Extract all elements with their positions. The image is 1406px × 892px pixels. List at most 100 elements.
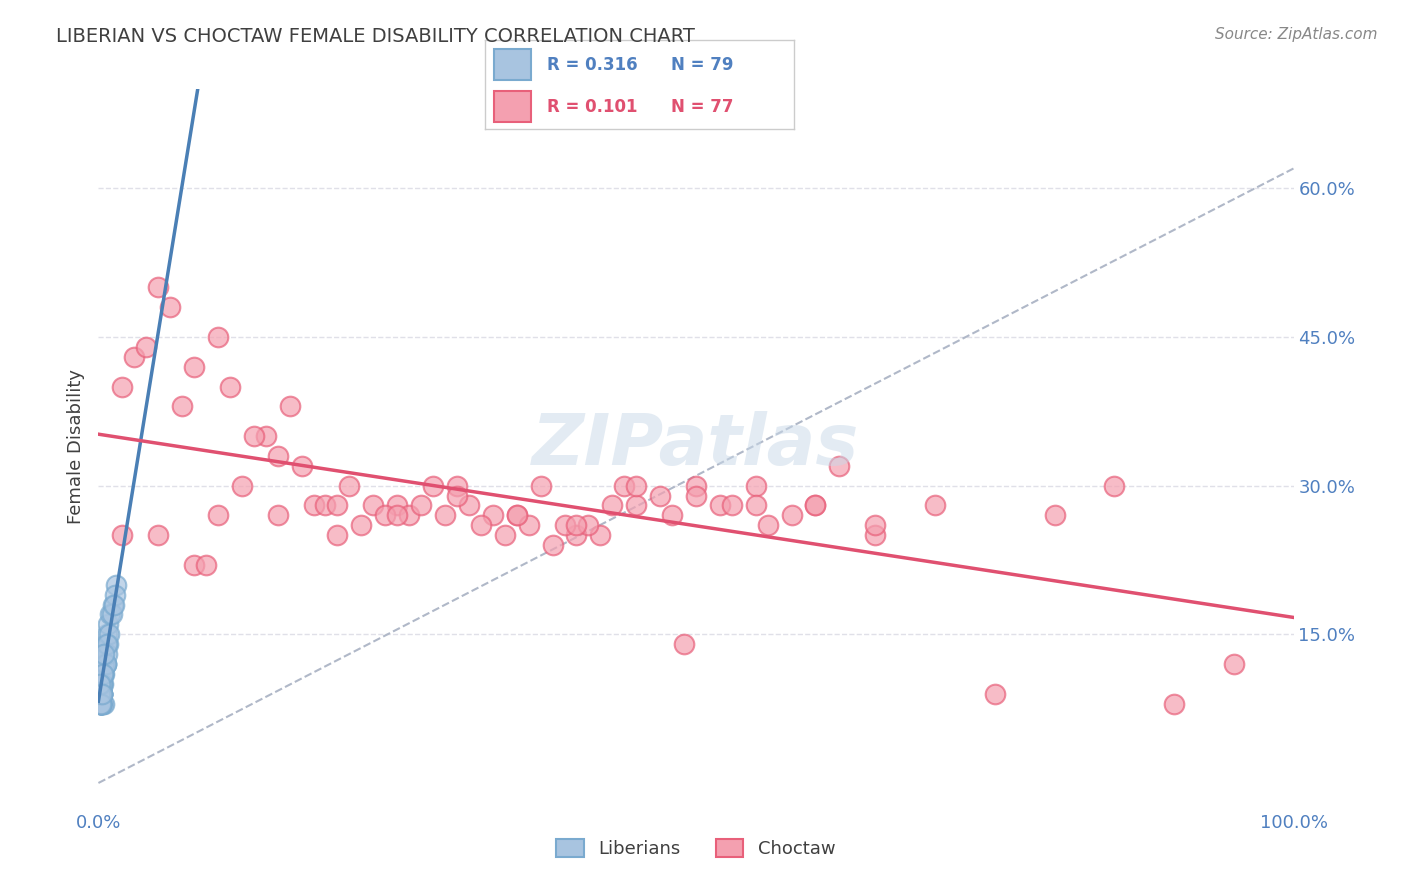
Point	[94, 657, 117, 671]
Point	[578, 518, 600, 533]
Point	[865, 518, 887, 533]
Point	[530, 478, 553, 492]
Point	[90, 697, 112, 711]
Point	[98, 627, 121, 641]
Point	[89, 677, 111, 691]
Point	[411, 499, 433, 513]
Point	[302, 499, 325, 513]
Point	[924, 499, 946, 513]
Point	[385, 508, 409, 523]
Point	[613, 478, 636, 492]
Point	[374, 508, 396, 523]
Point	[90, 697, 112, 711]
Point	[98, 607, 122, 622]
Point	[828, 458, 851, 473]
Point	[89, 677, 111, 691]
Point	[89, 677, 111, 691]
Point	[89, 687, 111, 701]
Point	[91, 667, 114, 681]
Point	[91, 677, 114, 691]
Point	[91, 687, 114, 701]
Point	[90, 667, 112, 681]
Point	[89, 657, 111, 671]
Point	[90, 697, 112, 711]
Point	[673, 637, 696, 651]
Point	[278, 400, 301, 414]
Point	[470, 518, 492, 533]
Point	[91, 647, 114, 661]
Point	[111, 379, 134, 393]
Point	[517, 518, 540, 533]
Point	[96, 637, 118, 651]
Point	[90, 667, 112, 681]
Point	[89, 697, 111, 711]
Point	[90, 687, 112, 701]
Point	[1163, 697, 1185, 711]
Point	[745, 499, 768, 513]
Point	[385, 499, 409, 513]
Point	[709, 499, 731, 513]
Point	[1104, 478, 1126, 492]
Point	[104, 588, 127, 602]
Point	[458, 499, 481, 513]
Point	[91, 697, 114, 711]
Point	[90, 657, 112, 671]
Point	[685, 478, 707, 492]
Point	[89, 697, 111, 711]
Point	[89, 677, 111, 691]
Point	[350, 518, 373, 533]
Point	[91, 667, 114, 681]
Point	[267, 449, 290, 463]
Point	[90, 687, 112, 701]
Point	[207, 508, 229, 523]
Point	[124, 350, 146, 364]
Legend: Liberians, Choctaw: Liberians, Choctaw	[550, 831, 842, 865]
Point	[91, 687, 114, 701]
Point	[326, 528, 349, 542]
Point	[90, 697, 112, 711]
Point	[93, 697, 115, 711]
Point	[89, 677, 111, 691]
Point	[494, 528, 516, 542]
Point	[111, 528, 134, 542]
Point	[148, 280, 170, 294]
Point	[90, 687, 112, 701]
Text: ZIPatlas: ZIPatlas	[533, 411, 859, 481]
Point	[91, 667, 114, 681]
Point	[91, 687, 114, 701]
Point	[93, 667, 115, 681]
Point	[446, 489, 468, 503]
Point	[89, 677, 111, 691]
Point	[648, 489, 672, 503]
Point	[446, 478, 468, 492]
Point	[661, 508, 683, 523]
Point	[94, 637, 117, 651]
Point	[94, 657, 117, 671]
Point	[267, 508, 290, 523]
Point	[315, 499, 337, 513]
Point	[195, 558, 218, 572]
Point	[103, 598, 125, 612]
Point	[90, 677, 112, 691]
Point	[89, 677, 111, 691]
Point	[745, 478, 768, 492]
Point	[602, 499, 624, 513]
Point	[91, 667, 114, 681]
Point	[243, 429, 266, 443]
Point	[97, 617, 120, 632]
Point	[721, 499, 744, 513]
Point	[90, 697, 112, 711]
Point	[91, 647, 114, 661]
Point	[89, 667, 111, 681]
Point	[183, 558, 205, 572]
Point	[339, 478, 361, 492]
Text: Source: ZipAtlas.com: Source: ZipAtlas.com	[1215, 27, 1378, 42]
Point	[804, 499, 827, 513]
Point	[96, 627, 118, 641]
Point	[565, 518, 588, 533]
FancyBboxPatch shape	[495, 49, 531, 80]
Point	[159, 300, 181, 314]
Point	[804, 499, 827, 513]
Point	[756, 518, 779, 533]
Point	[91, 677, 114, 691]
